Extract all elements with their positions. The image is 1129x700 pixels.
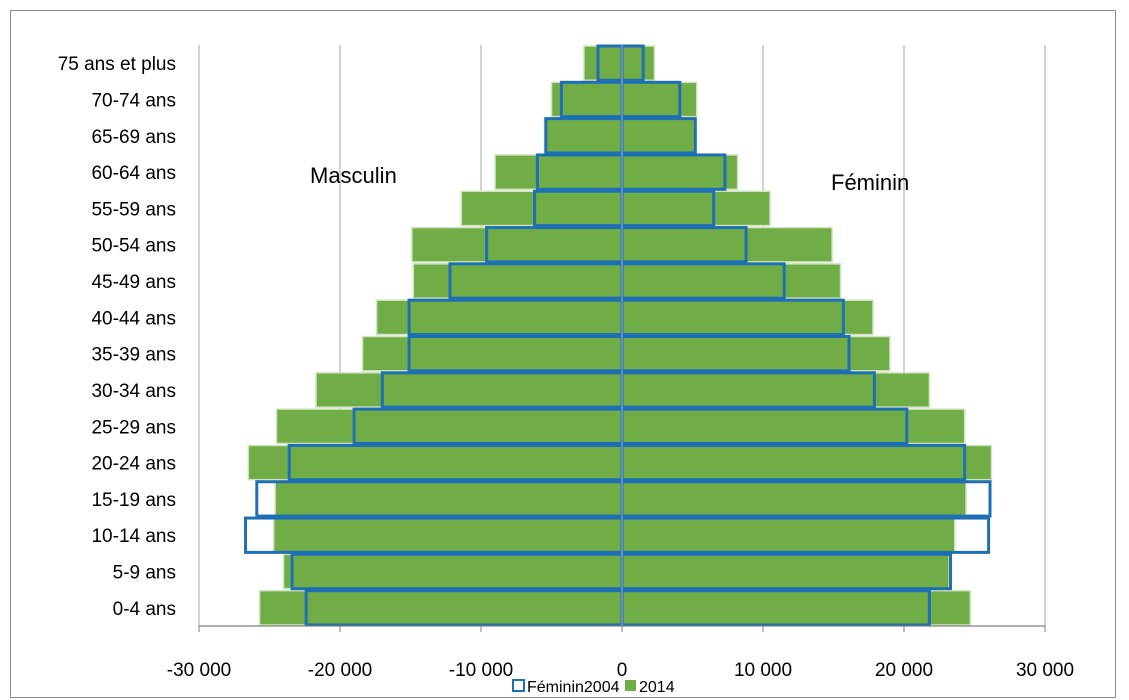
category-label-11: 55-59 ans <box>91 199 176 220</box>
category-label-6: 30-34 ans <box>91 381 176 402</box>
x-tick-label-3: 0 <box>617 660 628 681</box>
bar-2014-feminin-13 <box>621 117 697 154</box>
category-label-13: 65-69 ans <box>91 127 176 148</box>
legend-label-2014: 2014 <box>639 679 675 696</box>
category-label-5: 25-29 ans <box>91 417 176 438</box>
bar-2014-feminin-3 <box>621 481 967 517</box>
bars-feminin2004 <box>244 44 992 627</box>
x-tick-label-2: -10 000 <box>449 660 513 681</box>
bar-2014-masculin-7 <box>361 335 623 372</box>
bar-2014-masculin-2 <box>272 517 623 554</box>
category-label-3: 15-19 ans <box>91 490 176 511</box>
x-tick-label-0: -30 000 <box>167 660 231 681</box>
annotation-feminin: Féminin <box>831 170 909 195</box>
category-label-12: 60-64 ans <box>91 163 176 184</box>
bar-2014-feminin-14 <box>621 81 698 118</box>
x-tick-labels: -30 000 -20 000 -10 000 0 10 000 20 000 30 000 <box>167 660 1074 681</box>
bar-2014-feminin-5 <box>621 408 966 445</box>
bar-2014-feminin-9 <box>621 263 842 299</box>
axes <box>198 45 1046 632</box>
x-tick-label-1: -20 000 <box>308 660 372 681</box>
annotation-masculin: Masculin <box>310 163 397 188</box>
category-label-4: 20-24 ans <box>91 454 176 475</box>
category-label-8: 40-44 ans <box>91 308 176 329</box>
bar-2014-feminin-1 <box>621 553 950 590</box>
legend-label-feminin2004: Féminin2004 <box>527 679 620 696</box>
chart-frame <box>10 10 1116 698</box>
x-tick-label-5: 20 000 <box>875 660 933 681</box>
category-label-10: 50-54 ans <box>91 236 176 257</box>
bar-2014-feminin-7 <box>621 335 891 372</box>
bar-2014-masculin-5 <box>275 408 623 445</box>
bar-2014-feminin-0 <box>621 589 972 626</box>
bar-2014-masculin-8 <box>375 299 623 336</box>
category-labels: 0-4 ans 5-9 ans 10-14 ans 15-19 ans 20-24 an… <box>58 54 176 620</box>
bar-2014-masculin-1 <box>282 553 623 590</box>
bar-2014-masculin-15 <box>583 45 623 82</box>
legend: Féminin2004 2014 <box>512 679 675 696</box>
bar-2014-feminin-10 <box>621 226 833 263</box>
bar-2014-masculin-12 <box>494 154 623 190</box>
x-tick-label-6: 30 000 <box>1016 660 1074 681</box>
category-label-2: 10-14 ans <box>91 526 176 547</box>
category-label-15: 75 ans et plus <box>58 54 176 75</box>
bar-2014-masculin-10 <box>411 226 623 263</box>
bar-2014-masculin-9 <box>412 263 623 299</box>
bar-2014-feminin-15 <box>621 45 656 82</box>
bar-2014-masculin-13 <box>543 117 623 154</box>
bar-2014-feminin-4 <box>621 444 993 481</box>
category-label-14: 70-74 ans <box>91 90 176 111</box>
legend-swatch-feminin2004 <box>512 679 525 692</box>
category-label-7: 35-39 ans <box>91 345 176 366</box>
x-tick-label-4: 10 000 <box>734 660 792 681</box>
bar-2014-feminin-6 <box>621 372 931 408</box>
bar-2014-feminin-2 <box>621 517 956 554</box>
bar-2014-feminin-12 <box>621 154 739 190</box>
category-label-9: 45-49 ans <box>91 272 176 293</box>
bar-2014-feminin-11 <box>621 190 771 227</box>
bars-2014 <box>247 45 993 626</box>
category-label-1: 5-9 ans <box>113 563 176 584</box>
category-label-0: 0-4 ans <box>113 599 176 620</box>
legend-swatch-2014 <box>625 680 636 691</box>
bar-2014-masculin-4 <box>247 444 623 481</box>
bar-2014-masculin-6 <box>315 372 623 408</box>
bar-2014-masculin-3 <box>274 481 623 517</box>
bar-2014-masculin-0 <box>258 589 623 626</box>
bar-2014-masculin-11 <box>460 190 623 227</box>
bar-2014-feminin-8 <box>621 299 874 336</box>
